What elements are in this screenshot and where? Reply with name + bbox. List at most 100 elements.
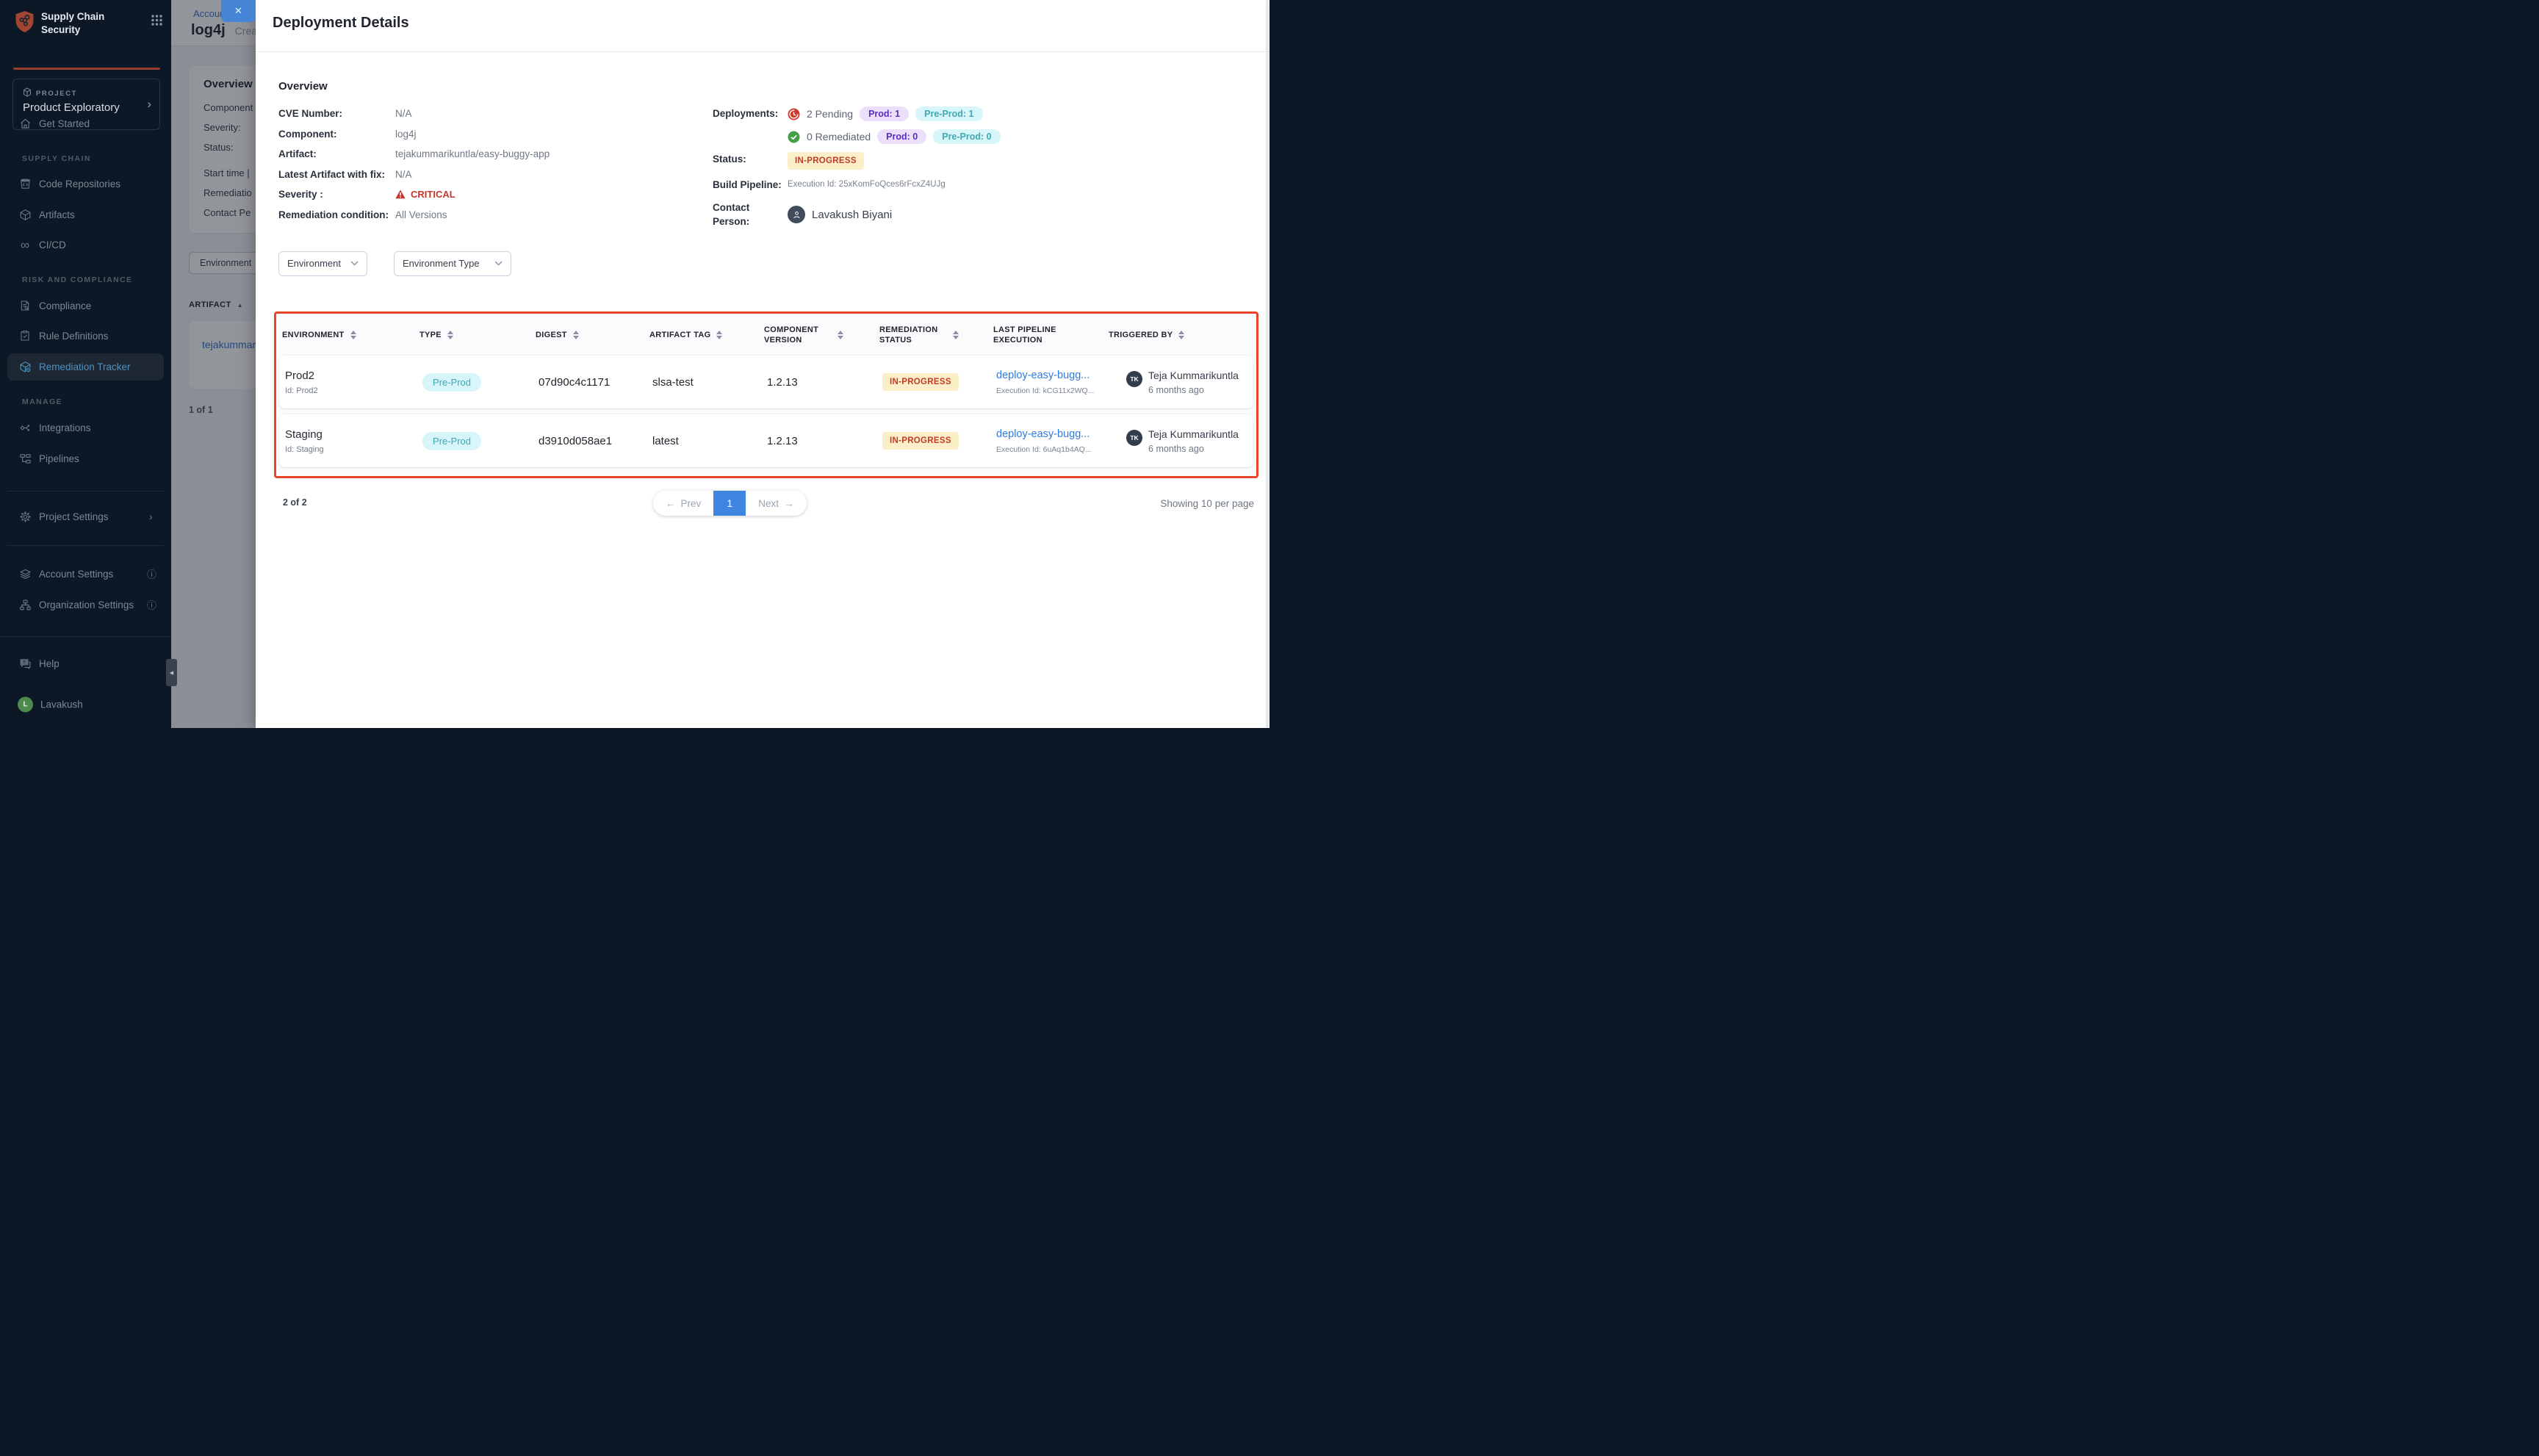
table-header-row: ENVIRONMENT TYPE DIGEST ARTIFACT TAG COM… [276, 314, 1256, 356]
table-row[interactable]: Prod2 Id: Prod2 Pre-Prod 07d90c4c1171 sl… [279, 356, 1253, 409]
active-item-highlight [7, 353, 164, 381]
info-icon[interactable]: ⓘ [147, 569, 157, 580]
layers-icon [18, 566, 32, 581]
artifact-box-icon [18, 207, 32, 222]
table-row[interactable]: Staging Id: Staging Pre-Prod d3910d058ae… [279, 414, 1253, 468]
pipeline-link[interactable]: deploy-easy-bugg... [996, 428, 1090, 440]
build-pipeline-execution-id: Execution Id: 25xKomFoQces6rFcxZ4UJg [788, 180, 946, 189]
sidebar-item-code-repositories[interactable]: Code Repositories [18, 176, 120, 191]
column-header-triggered-by[interactable]: TRIGGERED BY [1109, 325, 1256, 347]
triggered-by-name: Teja Kummarikuntla [1148, 369, 1239, 381]
sidebar-item-label: Artifacts [39, 209, 75, 220]
contact-name: Lavakush Biyani [812, 208, 893, 221]
sidebar-item-pipelines[interactable]: Pipelines [18, 451, 79, 466]
field-label: Latest Artifact with fix: [278, 168, 386, 180]
column-header-artifact-tag[interactable]: ARTIFACT TAG [649, 325, 764, 347]
app-title: Supply Chain Security [41, 11, 105, 35]
modal-close-button[interactable]: ✕ [221, 0, 256, 22]
project-selector[interactable]: PROJECT Product Exploratory › [12, 79, 160, 130]
svg-text:?: ? [22, 660, 25, 665]
status-badge: IN-PROGRESS [882, 373, 959, 392]
modal-scrollbar[interactable] [1266, 0, 1269, 728]
org-chart-icon [18, 597, 32, 612]
chevron-down-icon [494, 261, 503, 266]
gear-icon [18, 509, 32, 524]
preprod-count-badge: Pre-Prod: 0 [933, 129, 1001, 144]
environment-cell: Prod2 Id: Prod2 [285, 370, 422, 395]
sort-icon[interactable] [447, 331, 453, 340]
sidebar-item-get-started[interactable]: Get Started [18, 116, 90, 131]
column-header-environment[interactable]: ENVIRONMENT [282, 325, 419, 347]
sidebar-item-compliance[interactable]: Compliance [18, 298, 91, 313]
app-root: Supply Chain Security PROJECT Product Ex… [0, 0, 1270, 728]
right-arrow-icon: → [784, 497, 794, 509]
info-icon[interactable]: ⓘ [147, 599, 157, 611]
background-environment-filter[interactable]: Environment [189, 252, 263, 274]
sort-icon[interactable] [572, 331, 579, 340]
triggered-by-name: Teja Kummarikuntla [1148, 428, 1239, 440]
sidebar-item-artifacts[interactable]: Artifacts [18, 207, 75, 222]
next-page-button[interactable]: Next → [746, 491, 806, 516]
project-label-row: PROJECT [23, 87, 77, 99]
close-icon: ✕ [234, 5, 242, 16]
sort-icon[interactable] [838, 331, 843, 340]
background-artifact-link[interactable]: tejakummar [202, 339, 256, 350]
sort-icon[interactable] [1178, 331, 1185, 340]
background-pagination: 1 of 1 [189, 405, 213, 415]
background-artifact-column-header[interactable]: ARTIFACT ▲ [189, 300, 1270, 309]
artifact-tag-cell: slsa-test [652, 375, 694, 389]
column-header-component-version[interactable]: COMPONENT VERSION [764, 325, 879, 347]
sidebar-collapse-handle[interactable]: ◀ [166, 659, 177, 686]
sidebar-item-label: CI/CD [39, 239, 66, 251]
sidebar-item-organization-settings[interactable]: Organization Settings [18, 597, 134, 612]
sidebar-item-label: Get Started [39, 118, 90, 129]
background-field: Contact Pe [204, 207, 251, 218]
remediated-check-icon [788, 131, 800, 143]
status-badge: IN-PROGRESS [788, 152, 864, 170]
sidebar-user[interactable]: L Lavakush [18, 696, 83, 713]
field-value: log4j [395, 128, 417, 140]
sidebar: Supply Chain Security PROJECT Product Ex… [0, 0, 171, 728]
pagination-bar: 2 of 2 ← Prev 1 Next → Showing 10 per pa… [274, 490, 1258, 519]
environment-type-filter-dropdown[interactable]: Environment Type [394, 251, 511, 276]
severity-value: CRITICAL [395, 187, 690, 202]
prod-count-badge: Prod: 1 [860, 107, 910, 121]
column-header-type[interactable]: TYPE [419, 325, 536, 347]
prev-page-button[interactable]: ← Prev [653, 491, 713, 516]
last-pipeline-cell: deploy-easy-bugg... Execution Id: 6uAq1b… [996, 428, 1112, 454]
page-title: log4j [191, 22, 226, 38]
remediation-box-icon [18, 359, 32, 374]
sort-icon[interactable] [953, 331, 959, 340]
sidebar-item-project-settings[interactable]: Project Settings [18, 509, 109, 524]
sidebar-item-help[interactable]: ? Help [18, 656, 60, 671]
field-label: Component: [278, 128, 337, 140]
sidebar-item-remediation-tracker[interactable]: Remediation Tracker [18, 359, 131, 374]
pipeline-link[interactable]: deploy-easy-bugg... [996, 369, 1090, 381]
field-label: Severity : [278, 189, 323, 200]
sidebar-item-rule-definitions[interactable]: Rule Definitions [18, 328, 109, 343]
prev-label: Prev [680, 497, 702, 509]
module-grid-icon[interactable] [151, 15, 162, 29]
field-label: Artifact: [278, 148, 317, 159]
column-header-remediation-status[interactable]: REMEDIATION STATUS [879, 325, 993, 347]
field-value: N/A [395, 108, 412, 119]
deployment-details-modal: Deployment Details Overview CVE Number: … [256, 0, 1270, 728]
sort-icon[interactable] [716, 331, 723, 340]
environment-filter-dropdown[interactable]: Environment [278, 251, 367, 276]
sidebar-item-cicd[interactable]: ∞ CI/CD [18, 237, 66, 252]
help-chat-icon: ? [18, 656, 32, 671]
deployments-label: Deployments: [713, 108, 779, 119]
column-header-last-pipeline-execution[interactable]: LAST PIPELINE EXECUTION [993, 325, 1056, 345]
environment-type-badge: Pre-Prod [422, 372, 482, 392]
sidebar-item-integrations[interactable]: Integrations [18, 420, 91, 435]
page-1-button[interactable]: 1 [713, 491, 746, 516]
sidebar-item-account-settings[interactable]: Account Settings [18, 566, 113, 581]
sidebar-divider [7, 545, 164, 546]
sidebar-item-label: Help [39, 657, 60, 669]
field-value: N/A [395, 168, 412, 180]
left-arrow-icon: ← [666, 497, 676, 509]
environment-type-badge: Pre-Prod [422, 431, 482, 450]
code-repository-icon [18, 176, 32, 191]
column-header-digest[interactable]: DIGEST [536, 325, 649, 347]
sort-icon[interactable] [350, 331, 356, 340]
